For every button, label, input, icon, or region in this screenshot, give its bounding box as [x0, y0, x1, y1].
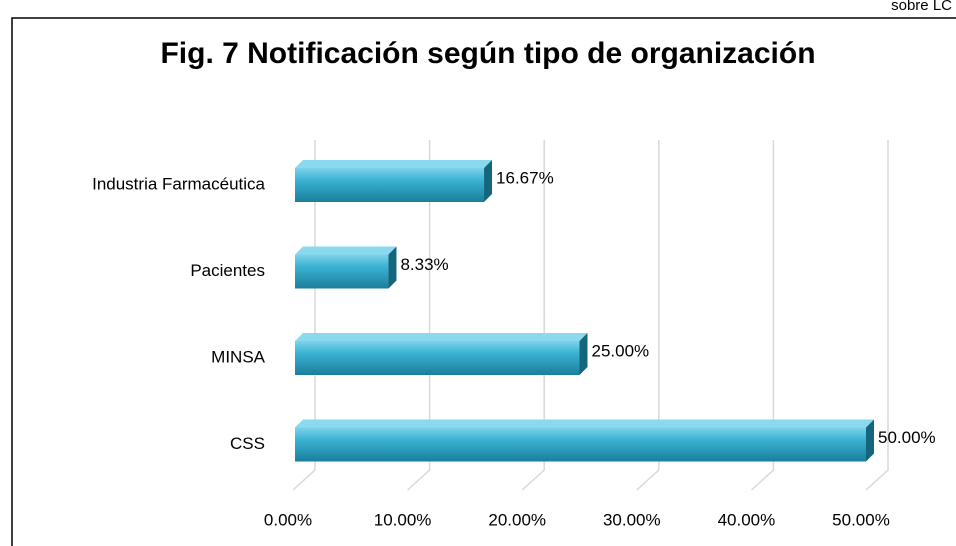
bar-side — [484, 160, 493, 202]
grid-line — [636, 140, 660, 491]
bar — [295, 254, 389, 289]
chart-title: Fig. 7 Notificación según tipo de organi… — [160, 37, 815, 70]
x-tick-label: 40.00% — [718, 510, 776, 529]
y-tick-label: Industria Farmacéutica — [92, 174, 265, 193]
chart-border — [11, 17, 956, 546]
y-tick-label: CSS — [230, 434, 265, 453]
bar-top — [295, 160, 493, 168]
bar-top — [295, 333, 588, 341]
grid-line — [865, 140, 889, 491]
bar-top — [295, 246, 397, 255]
bar-top — [295, 419, 874, 428]
x-tick-label: 10.00% — [374, 510, 432, 529]
corner-text: sobre LC — [891, 0, 952, 14]
x-tick-label: 50.00% — [832, 510, 890, 529]
bar-side — [388, 246, 397, 289]
value-label: 25.00% — [592, 341, 650, 360]
grid-line — [521, 140, 545, 491]
x-tick-label: 0.00% — [264, 510, 312, 529]
bar-side — [866, 419, 874, 462]
bar — [295, 341, 580, 375]
value-label: 8.33% — [400, 255, 448, 274]
value-label: 50.00% — [878, 428, 936, 447]
grid-line — [750, 140, 775, 491]
value-label: 16.67% — [496, 168, 554, 187]
bar — [295, 427, 866, 462]
bar — [295, 168, 485, 202]
bar-side — [579, 333, 588, 375]
x-tick-label: 30.00% — [603, 510, 661, 529]
grid-line — [407, 140, 431, 491]
y-tick-label: MINSA — [211, 347, 266, 366]
y-tick-label: Pacientes — [190, 261, 265, 280]
x-tick-label: 20.00% — [488, 510, 546, 529]
